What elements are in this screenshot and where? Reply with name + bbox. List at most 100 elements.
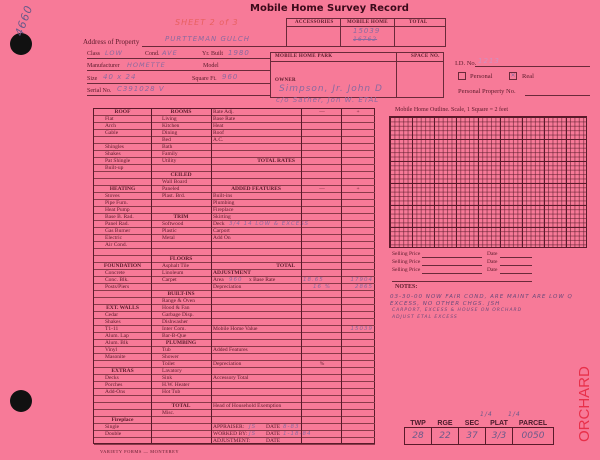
- rate-row[interactable]: [211, 179, 375, 186]
- rate-row[interactable]: Rate Adj. — +: [211, 109, 375, 116]
- rate-row[interactable]: WORKED BY: JS DATE 1-18-84: [211, 431, 375, 438]
- sqft-value[interactable]: 960: [222, 73, 239, 81]
- cond-value[interactable]: AVE: [162, 49, 178, 57]
- table-row[interactable]: Conc. Blk.: [94, 277, 151, 284]
- table-row[interactable]: Decks: [94, 375, 151, 382]
- selling-price-field[interactable]: [422, 273, 482, 274]
- table-row[interactable]: [94, 249, 151, 256]
- table-row[interactable]: Add-Ons: [94, 389, 151, 396]
- rate-row[interactable]: [211, 368, 375, 375]
- table-row[interactable]: Electric: [94, 235, 151, 242]
- rate-row[interactable]: Area 960 x Base Rate 18.65 17904: [211, 277, 375, 284]
- table-row[interactable]: [151, 200, 211, 207]
- table-row[interactable]: Hood & Fan: [151, 305, 211, 312]
- table-row[interactable]: Shingles: [94, 144, 151, 151]
- table-row[interactable]: Vinyl: [94, 347, 151, 354]
- rate-row[interactable]: Accessory Total: [211, 375, 375, 382]
- table-row[interactable]: Shower: [151, 354, 211, 361]
- rate-row[interactable]: [211, 151, 375, 158]
- table-row[interactable]: Inter Com.: [151, 326, 211, 333]
- table-row[interactable]: Hot Tub: [151, 389, 211, 396]
- table-row[interactable]: [94, 361, 151, 368]
- table-row[interactable]: Air Cond.: [94, 242, 151, 249]
- table-row[interactable]: Base B. Rad.: [94, 214, 151, 221]
- table-row[interactable]: Stoves: [94, 193, 151, 200]
- plat-value-plat[interactable]: 3/3: [485, 427, 513, 445]
- table-row[interactable]: Bar-B-Que: [151, 333, 211, 340]
- table-row[interactable]: [94, 438, 151, 445]
- rate-row[interactable]: ADDED FEATURES — +: [211, 186, 375, 193]
- table-row[interactable]: Bed: [151, 137, 211, 144]
- table-row[interactable]: [151, 431, 211, 438]
- rate-row[interactable]: A.C.: [211, 137, 375, 144]
- rate-row[interactable]: Plumbing: [211, 200, 375, 207]
- table-row[interactable]: Paneled: [151, 186, 211, 193]
- table-row[interactable]: [151, 165, 211, 172]
- date-field[interactable]: [500, 257, 532, 258]
- rate-row[interactable]: Built-ins: [211, 193, 375, 200]
- rate-row[interactable]: [211, 389, 375, 396]
- table-row[interactable]: [94, 298, 151, 305]
- outline-grid[interactable]: [389, 116, 587, 248]
- table-row[interactable]: [151, 417, 211, 424]
- table-row[interactable]: [151, 396, 211, 403]
- yr-built-value[interactable]: 1980: [228, 49, 250, 57]
- table-row[interactable]: Porches: [94, 382, 151, 389]
- rate-row[interactable]: Deck 3/4 14 LOW & EXCESS: [211, 221, 375, 228]
- rate-row[interactable]: [211, 305, 375, 312]
- rate-row[interactable]: [211, 396, 375, 403]
- table-row[interactable]: Heat Pump: [94, 207, 151, 214]
- rate-row[interactable]: [211, 172, 375, 179]
- table-row[interactable]: Panel Rad.: [94, 221, 151, 228]
- rate-row[interactable]: Roof: [211, 130, 375, 137]
- table-row[interactable]: [94, 179, 151, 186]
- rate-row[interactable]: Depreciation%: [211, 361, 375, 368]
- table-row[interactable]: Family: [151, 151, 211, 158]
- table-row[interactable]: Sink: [151, 375, 211, 382]
- plat-value-rge[interactable]: 22: [431, 427, 459, 445]
- table-row[interactable]: Dining: [151, 130, 211, 137]
- table-row[interactable]: Asphalt Tile: [151, 263, 211, 270]
- table-row[interactable]: [94, 410, 151, 417]
- table-row[interactable]: [151, 249, 211, 256]
- rate-row[interactable]: Skirting: [211, 214, 375, 221]
- table-row[interactable]: H.W. Heater: [151, 382, 211, 389]
- rate-row[interactable]: [211, 340, 375, 347]
- table-row[interactable]: Plast. Brd.: [151, 193, 211, 200]
- table-row[interactable]: Bath: [151, 144, 211, 151]
- rate-row[interactable]: [211, 249, 375, 256]
- table-row[interactable]: Living: [151, 116, 211, 123]
- rate-row[interactable]: APPRAISER: JS DATE 8-83: [211, 424, 375, 431]
- table-row[interactable]: [151, 424, 211, 431]
- rate-row[interactable]: [211, 417, 375, 424]
- rate-row[interactable]: [211, 354, 375, 361]
- table-row[interactable]: Pat Shingle: [94, 158, 151, 165]
- table-row[interactable]: [94, 256, 151, 263]
- table-row[interactable]: Lavatory: [151, 368, 211, 375]
- rate-row[interactable]: [211, 319, 375, 326]
- table-row[interactable]: Cedar: [94, 312, 151, 319]
- personal-checkbox[interactable]: [458, 72, 466, 80]
- table-row[interactable]: Shakes: [94, 151, 151, 158]
- selling-price-field[interactable]: [422, 257, 482, 258]
- table-row[interactable]: Dishwasher: [151, 319, 211, 326]
- plat-value-sec[interactable]: 37: [458, 427, 486, 445]
- rate-row[interactable]: Mobile Home Value 15039: [211, 326, 375, 333]
- rate-row[interactable]: TOTAL RATES: [211, 158, 375, 165]
- manufacturer-value[interactable]: HOMETTE: [127, 61, 166, 69]
- table-row[interactable]: Gable: [94, 130, 151, 137]
- rate-row[interactable]: [211, 382, 375, 389]
- table-row[interactable]: [94, 172, 151, 179]
- plat-value-parcel[interactable]: 0050: [512, 427, 554, 445]
- table-row[interactable]: Carpet: [151, 277, 211, 284]
- rate-row[interactable]: ADJUSTMENT: DATE: [211, 438, 375, 445]
- table-row[interactable]: Pipe Furn.: [94, 200, 151, 207]
- table-row[interactable]: Alum. Blk: [94, 340, 151, 347]
- table-row[interactable]: Tub: [151, 347, 211, 354]
- size-value[interactable]: 40 x 24: [103, 73, 137, 81]
- rate-row[interactable]: Added Features: [211, 347, 375, 354]
- table-row[interactable]: [94, 396, 151, 403]
- table-row[interactable]: Garbage Disp.: [151, 312, 211, 319]
- table-row[interactable]: Single: [94, 424, 151, 431]
- date-field[interactable]: [500, 273, 532, 274]
